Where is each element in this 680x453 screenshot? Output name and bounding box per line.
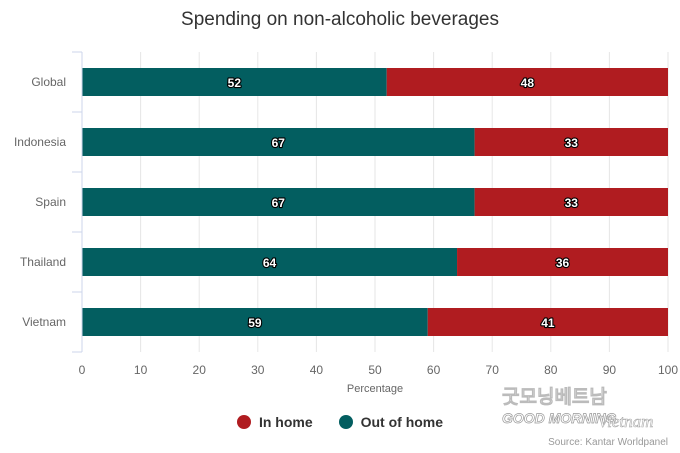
watermark-korean: 굿모닝베트남 [502,386,607,408]
bar-thailand-out-of-home [82,248,458,276]
good-morning-vietnam-watermark: 굿모닝베트남 GOOD MORNING Vietnam [502,386,654,432]
data-label-vietnam-out-of-home: 59 [248,316,262,330]
data-label-global-in-home: 48 [521,76,535,90]
data-label-indonesia-in-home: 33 [565,136,579,150]
category-label-indonesia: Indonesia [14,135,66,149]
x-tick-label-60: 60 [427,363,441,377]
x-tick-label-100: 100 [658,363,678,377]
data-label-thailand-out-of-home: 64 [263,256,277,270]
data-label-global-out-of-home: 52 [228,76,242,90]
x-tick-label-50: 50 [368,363,382,377]
bar-vietnam-in-home [427,308,668,336]
data-label-thailand-in-home: 36 [556,256,570,270]
x-tick-label-10: 10 [134,363,148,377]
legend-marker-in-home [236,415,251,429]
category-label-vietnam: Vietnam [22,315,66,329]
legend-marker-out-of-home [338,415,353,429]
legend: In home Out of home [0,414,680,430]
axes: 0 10 20 30 40 50 60 70 80 90 100 Global Indonesia Spa… [14,51,678,377]
bar-indonesia-out-of-home [82,128,475,156]
data-label-spain-out-of-home: 67 [272,196,286,210]
category-label-spain: Spain [35,195,66,209]
x-tick-label-0: 0 [79,363,86,377]
bar-thailand-in-home [457,248,668,276]
data-label-spain-in-home: 33 [565,196,579,210]
legend-label-in-home: In home [258,414,313,430]
x-tick-label-80: 80 [544,363,558,377]
bar-indonesia-in-home [474,128,668,156]
category-label-global: Global [31,75,66,89]
watermark-vietnam: Vietnam [598,412,653,431]
chart-title: Spending on non-alcoholic beverages [181,9,499,30]
data-label-vietnam-in-home: 41 [541,316,555,330]
data-label-indonesia-out-of-home: 67 [272,136,286,150]
bar-spain-out-of-home [82,188,475,216]
x-axis-title: Percentage [347,383,403,395]
watermark-good-morning: GOOD MORNING [502,410,616,426]
bar-vietnam-out-of-home [82,308,428,336]
category-label-thailand: Thailand [20,255,66,269]
legend-item-in-home[interactable]: In home [236,414,313,430]
bar-global-out-of-home [82,68,387,96]
legend-label-out-of-home: Out of home [360,414,444,430]
bar-global-in-home [386,68,668,96]
x-tick-label-90: 90 [603,363,617,377]
bar-series: 52 48 67 33 67 33 64 36 59 41 [82,68,668,336]
x-tick-label-70: 70 [486,363,500,377]
x-tick-label-30: 30 [251,363,265,377]
source-note: Source: Kantar Worldpanel [548,437,668,448]
x-tick-label-20: 20 [193,363,207,377]
legend-item-out-of-home[interactable]: Out of home [338,414,444,430]
x-tick-label-40: 40 [310,363,324,377]
bar-spain-in-home [474,188,668,216]
